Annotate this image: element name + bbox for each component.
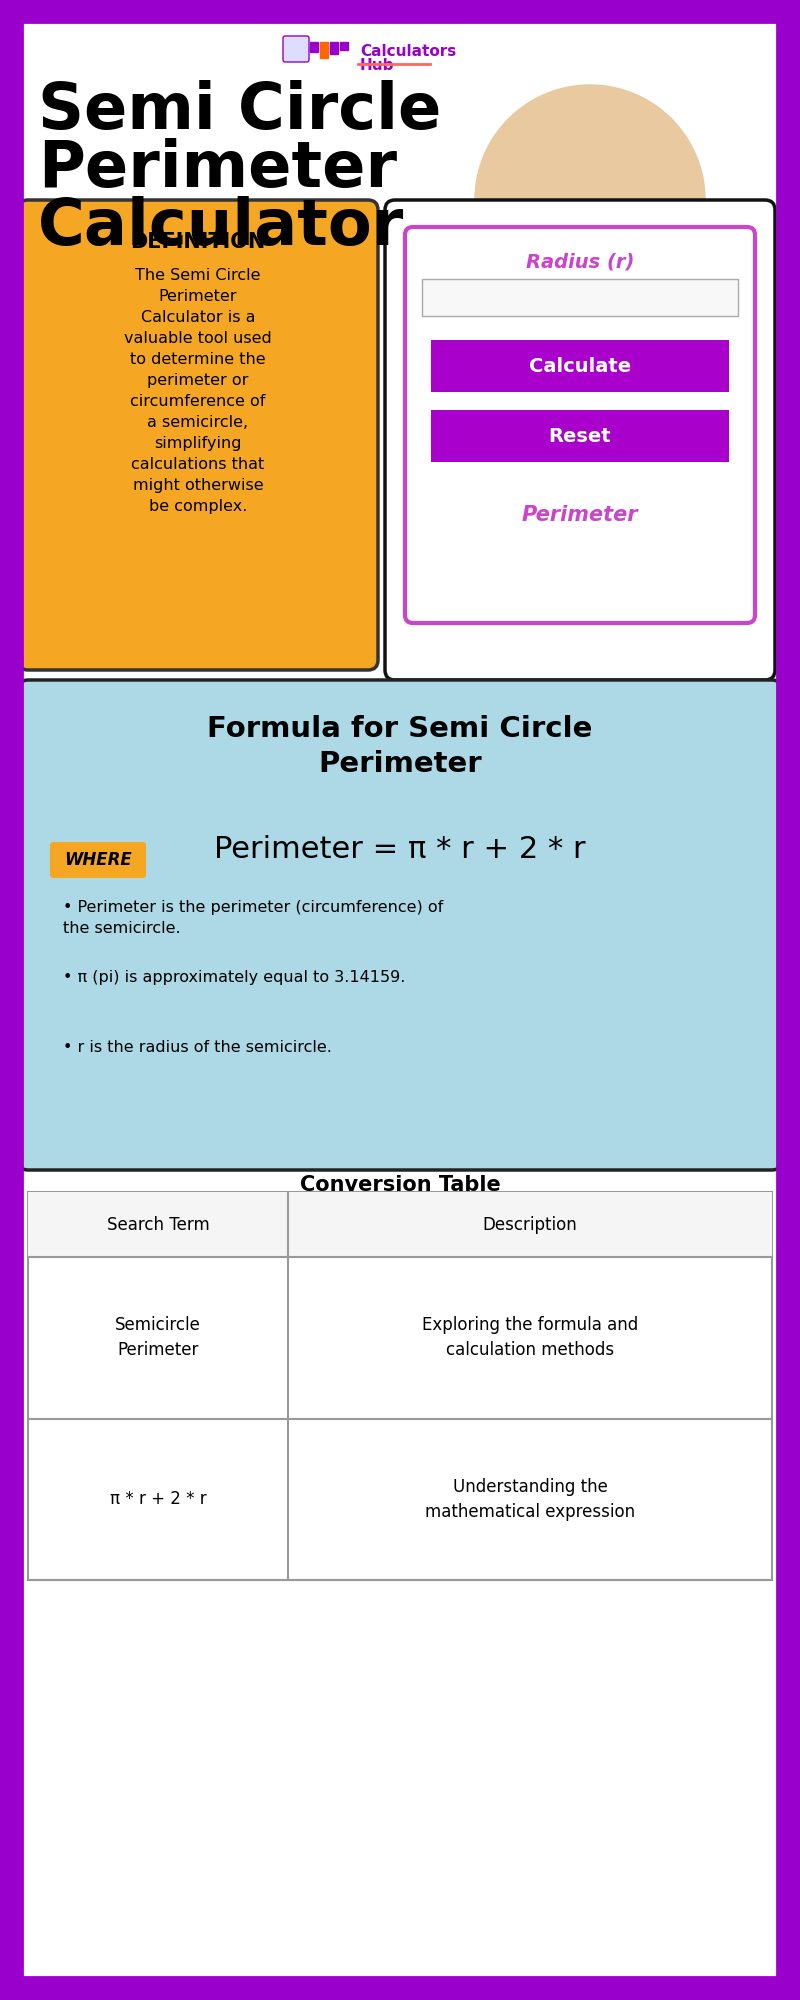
FancyBboxPatch shape (18, 200, 378, 670)
Text: • π (pi) is approximately equal to 3.14159.: • π (pi) is approximately equal to 3.141… (63, 970, 406, 984)
Text: Semicircle
Perimeter: Semicircle Perimeter (115, 1316, 201, 1360)
Text: Calculate: Calculate (529, 356, 631, 376)
FancyBboxPatch shape (405, 226, 755, 624)
FancyBboxPatch shape (18, 680, 782, 1170)
Text: π * r + 2 * r: π * r + 2 * r (110, 1490, 206, 1508)
Text: Exploring the formula and
calculation methods: Exploring the formula and calculation me… (422, 1316, 638, 1360)
Text: Perimeter: Perimeter (522, 504, 638, 524)
Text: DEFINITION: DEFINITION (130, 232, 266, 252)
Text: Formula for Semi Circle
Perimeter: Formula for Semi Circle Perimeter (207, 716, 593, 778)
Bar (28, 1192, 772, 1580)
Text: • r is the radius of the semicircle.: • r is the radius of the semicircle. (63, 1040, 332, 1056)
FancyBboxPatch shape (50, 842, 146, 878)
Bar (310, 42, 318, 52)
Text: Reset: Reset (549, 426, 611, 446)
FancyBboxPatch shape (283, 36, 309, 62)
Polygon shape (475, 86, 705, 200)
Text: Hub: Hub (360, 58, 394, 72)
FancyBboxPatch shape (431, 410, 729, 462)
FancyBboxPatch shape (385, 200, 775, 680)
Bar (320, 42, 328, 58)
Text: Calculator: Calculator (38, 196, 404, 258)
Text: Conversion Table: Conversion Table (300, 1174, 500, 1194)
Text: Understanding the
mathematical expression: Understanding the mathematical expressio… (425, 1478, 635, 1520)
FancyBboxPatch shape (422, 278, 738, 316)
Bar (28, 1192, 772, 1258)
Text: WHERE: WHERE (64, 852, 132, 868)
Text: Search Term: Search Term (107, 1216, 210, 1234)
Text: Description: Description (483, 1216, 578, 1234)
Bar (340, 42, 348, 50)
Text: Perimeter: Perimeter (38, 138, 397, 200)
Bar (330, 42, 338, 54)
Text: The Semi Circle
Perimeter
Calculator is a
valuable tool used
to determine the
pe: The Semi Circle Perimeter Calculator is … (124, 268, 272, 514)
Text: Radius (r): Radius (r) (526, 252, 634, 272)
FancyBboxPatch shape (431, 340, 729, 392)
Text: Calculators: Calculators (360, 44, 456, 58)
Text: Perimeter = π * r + 2 * r: Perimeter = π * r + 2 * r (214, 836, 586, 864)
Text: Semi Circle: Semi Circle (38, 80, 442, 142)
Text: • Perimeter is the perimeter (circumference) of
the semicircle.: • Perimeter is the perimeter (circumfere… (63, 900, 443, 936)
